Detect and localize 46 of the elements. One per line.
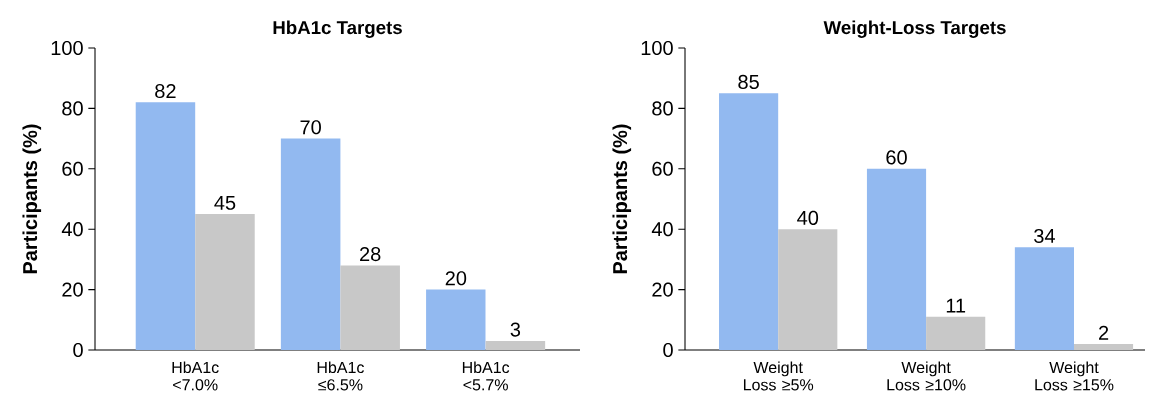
x-tick-label: Weight Loss ≥5% (743, 361, 814, 391)
bar (485, 340, 546, 350)
bar (340, 265, 400, 350)
y-tick-label: 20 (62, 282, 83, 297)
y-axis-title: Participants (%) (612, 124, 632, 274)
data-label: 28 (360, 247, 381, 262)
y-tick-label: 0 (663, 342, 673, 358)
bar (926, 316, 986, 350)
bar (719, 93, 779, 350)
data-label: 45 (214, 195, 236, 210)
data-label: 20 (445, 271, 467, 286)
data-label: 40 (797, 210, 819, 225)
y-tick-label: 100 (51, 40, 83, 56)
y-tick-label: 100 (641, 40, 673, 56)
data-label: 70 (300, 120, 321, 135)
bar (778, 229, 838, 350)
y-tick-label: 60 (62, 161, 83, 176)
y-tick-label: 80 (652, 101, 673, 116)
bar (135, 102, 196, 350)
x-tick-label: Weight Loss ≥10% (887, 361, 966, 391)
chart-title: HbA1c Targets (273, 20, 402, 38)
data-label: 85 (738, 74, 759, 90)
x-tick-label: HbA1c <5.7% (462, 361, 510, 391)
bar (280, 138, 341, 350)
data-label: 11 (946, 298, 966, 313)
y-tick-label: 80 (62, 101, 83, 116)
x-tick-label: Weight Loss ≥15% (1035, 361, 1114, 391)
data-label: 3 (510, 322, 521, 337)
y-tick-label: 60 (652, 161, 673, 176)
chart-title: Weight-Loss Targets (823, 20, 1006, 38)
data-label: 34 (1034, 228, 1055, 244)
data-label: 2 (1099, 325, 1109, 340)
bar (866, 168, 927, 350)
y-tick-label: 20 (652, 282, 673, 297)
x-tick-label: HbA1c <7.0% (172, 361, 219, 391)
bar (195, 214, 255, 350)
y-tick-label: 0 (73, 342, 83, 358)
x-tick-label: HbA1c ≤6.5% (317, 361, 364, 391)
bar (426, 289, 486, 350)
bar (1014, 247, 1075, 350)
y-axis-title: Participants (%) (22, 124, 42, 274)
y-tick-label: 40 (61, 222, 83, 237)
y-tick-label: 40 (651, 222, 673, 237)
bar (1074, 343, 1134, 350)
data-label: 60 (886, 150, 907, 165)
data-label: 82 (155, 83, 176, 99)
